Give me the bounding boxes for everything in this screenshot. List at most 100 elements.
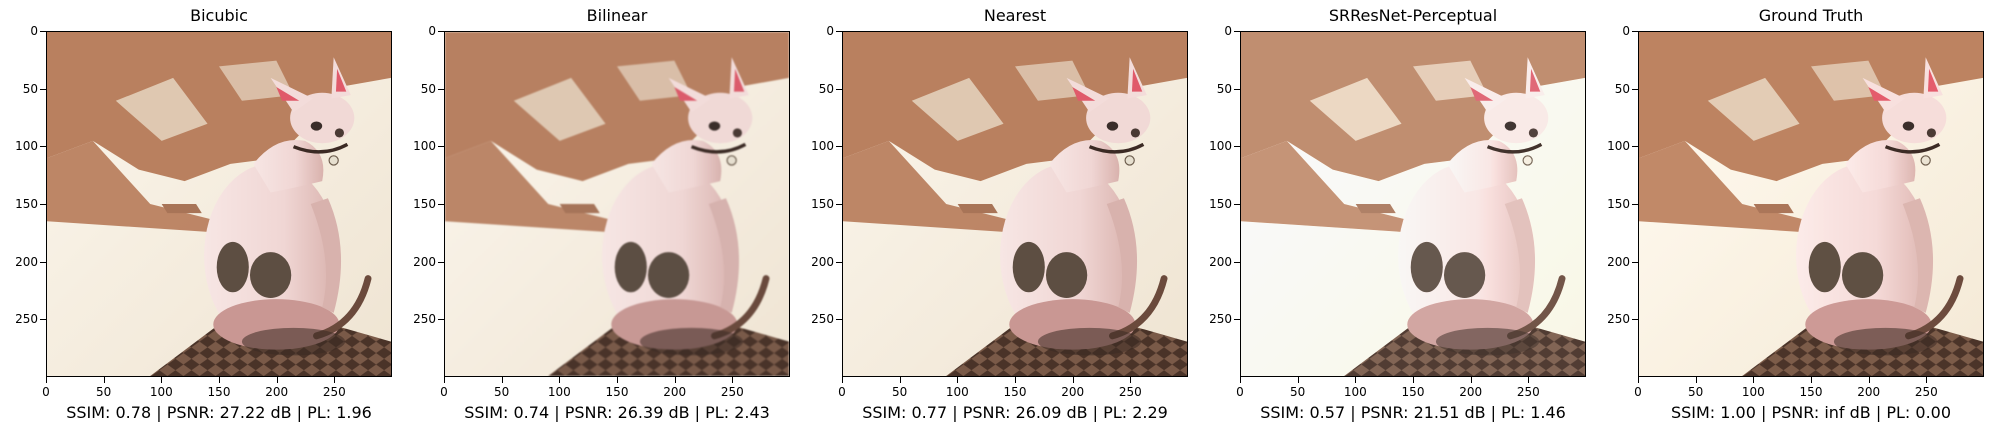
image-svg: [445, 32, 789, 376]
x-tick-label: 100: [945, 385, 969, 399]
y-tick-mark: [1234, 319, 1240, 321]
y-tick-mark: [1234, 88, 1240, 90]
y-tick-mark: [836, 319, 842, 321]
image-svg: [47, 32, 391, 376]
y-tick-mark: [438, 319, 444, 321]
x-tick-mark: [1072, 377, 1074, 383]
y-tick-mark: [438, 204, 444, 205]
y-tick-mark: [1632, 204, 1638, 205]
upscaled-image: [444, 31, 790, 377]
x-tick-mark: [46, 377, 47, 383]
y-tick-label: 250: [413, 312, 436, 327]
x-tick-mark: [1470, 377, 1472, 383]
x-tick-label: 0: [440, 385, 448, 399]
x-tick-label: 150: [605, 385, 629, 399]
y-tick-label: 100: [1607, 139, 1630, 154]
x-tick-label: 0: [42, 385, 50, 399]
y-tick-label: 250: [811, 312, 834, 327]
y-tick-mark: [40, 319, 46, 321]
panel-title: Ground Truth: [1758, 6, 1864, 25]
x-tick-mark: [334, 377, 336, 383]
panel-title: Nearest: [983, 6, 1047, 25]
y-tick-mark: [40, 88, 46, 90]
x-tick-mark: [1926, 377, 1928, 383]
upscaled-image: [46, 31, 392, 377]
y-tick-label: 100: [1209, 139, 1232, 154]
y-tick-mark: [438, 146, 444, 148]
y-tick-mark: [1234, 146, 1240, 148]
x-tick-label: 200: [1857, 385, 1881, 399]
y-tick-mark: [1632, 31, 1638, 32]
x-tick-label: 200: [1061, 385, 1085, 399]
x-tick-label: 200: [265, 385, 289, 399]
y-tick-mark: [40, 31, 46, 32]
x-tick-mark: [617, 377, 618, 383]
x-tick-label: 150: [1401, 385, 1425, 399]
x-tick-mark: [1695, 377, 1697, 383]
y-tick-mark: [836, 261, 842, 263]
x-tick-label: 0: [1236, 385, 1244, 399]
y-tick-label: 150: [1209, 197, 1232, 211]
y-tick-mark: [1632, 261, 1638, 263]
y-tick-label: 100: [413, 139, 436, 154]
x-tick-label: 100: [149, 385, 173, 399]
y-tick-label: 250: [1209, 312, 1232, 327]
y-tick-label: 200: [413, 254, 436, 269]
x-tick-label: 150: [1003, 385, 1027, 399]
x-tick-label: 250: [322, 385, 346, 399]
y-tick-label: 150: [1607, 197, 1630, 211]
y-tick-label: 200: [15, 254, 38, 269]
x-tick-mark: [1638, 377, 1639, 383]
y-tick-mark: [40, 146, 46, 148]
x-tick-mark: [842, 377, 843, 383]
x-tick-mark: [674, 377, 676, 383]
comparison-panel: Bicubic: [0, 0, 392, 431]
comparison-panel: SRResNet-Perceptual: [1194, 0, 1586, 431]
metrics-caption: SSIM: 1.00 | PSNR: inf dB | PL: 0.00: [1670, 403, 1952, 422]
x-tick-label: 250: [1914, 385, 1938, 399]
x-tick-label: 250: [720, 385, 744, 399]
y-tick-mark: [1234, 261, 1240, 263]
x-tick-mark: [444, 377, 445, 383]
panel-title: Bilinear: [586, 6, 648, 25]
metrics-caption: SSIM: 0.77 | PSNR: 26.09 dB | PL: 2.29: [862, 403, 1168, 422]
y-tick-label: 100: [811, 139, 834, 154]
x-tick-label: 250: [1516, 385, 1540, 399]
y-tick-mark: [438, 31, 444, 32]
x-tick-mark: [276, 377, 278, 383]
y-tick-label: 250: [15, 312, 38, 327]
upscaled-image: [842, 31, 1188, 377]
x-tick-label: 50: [1290, 385, 1306, 399]
x-tick-label: 0: [1634, 385, 1642, 399]
y-tick-mark: [438, 88, 444, 90]
x-tick-mark: [1528, 377, 1530, 383]
y-tick-mark: [1234, 204, 1240, 205]
upscaled-image: [1240, 31, 1586, 377]
x-tick-mark: [1297, 377, 1299, 383]
y-tick-label: 50: [1216, 81, 1232, 96]
x-tick-label: 50: [96, 385, 112, 399]
y-tick-label: 0: [1224, 24, 1232, 38]
x-tick-mark: [559, 377, 561, 383]
x-tick-label: 100: [1741, 385, 1765, 399]
y-tick-label: 200: [1209, 254, 1232, 269]
x-tick-mark: [957, 377, 959, 383]
y-tick-mark: [1632, 146, 1638, 148]
y-tick-label: 250: [1607, 312, 1630, 327]
y-tick-mark: [836, 146, 842, 148]
x-tick-mark: [1240, 377, 1241, 383]
x-tick-mark: [732, 377, 734, 383]
x-tick-mark: [1868, 377, 1870, 383]
metrics-caption: SSIM: 0.74 | PSNR: 26.39 dB | PL: 2.43: [464, 403, 770, 422]
x-tick-label: 200: [1459, 385, 1483, 399]
y-tick-label: 50: [818, 81, 834, 96]
x-tick-mark: [1413, 377, 1414, 383]
x-tick-label: 50: [494, 385, 510, 399]
comparison-panel: Ground Truth: [1592, 0, 1984, 431]
x-tick-mark: [1015, 377, 1016, 383]
y-tick-label: 50: [1614, 81, 1630, 96]
x-tick-label: 200: [663, 385, 687, 399]
y-tick-label: 100: [15, 139, 38, 154]
panel-title: Bicubic: [190, 6, 248, 25]
y-tick-label: 0: [428, 24, 436, 38]
